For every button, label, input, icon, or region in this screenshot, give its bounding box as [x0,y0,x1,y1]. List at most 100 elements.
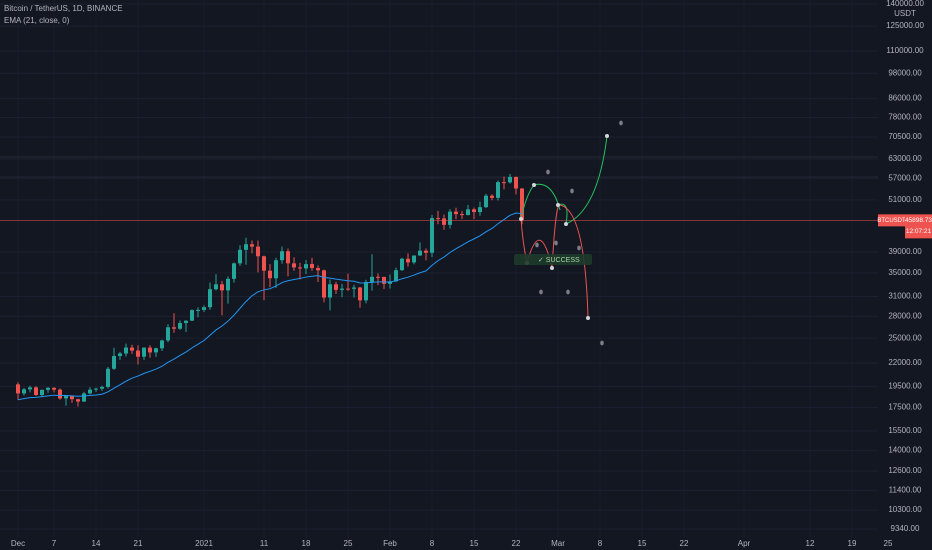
candle-body [424,250,428,253]
x-tick-label: 8 [598,539,603,548]
candle-body [220,284,224,291]
candle-body [394,270,398,282]
candle-body [502,182,506,184]
candle-body [88,389,92,394]
y-tick-label: 9340.00 [891,524,920,533]
candle-body [286,251,290,264]
y-tick-label: 15500.00 [888,426,922,435]
candle-body [448,211,452,225]
candle-body [442,218,446,225]
y-tick-label: 11400.00 [889,486,922,495]
candle-body [190,310,194,321]
x-tick-label: 25 [884,539,893,548]
countdown: 12:07:21 [906,228,932,235]
candle-body [208,289,212,308]
candle-body [232,263,236,279]
candle-body [472,209,476,213]
candle-body [136,350,140,357]
candle-body [100,386,104,389]
x-tick-label: 2021 [195,539,213,548]
symbol: Bitcoin / TetherUS, 1D, BINANCE [4,4,123,13]
y-tick-label: 19500.00 [888,381,922,390]
y-tick-label: 39000.00 [888,247,922,256]
candle-body [376,276,380,278]
candle-body [70,396,74,400]
candle-body [166,327,170,341]
candle-body [268,270,272,279]
candle-body [28,387,32,390]
candle-body [178,323,182,329]
candle-body [316,268,320,271]
candle-body [418,250,422,256]
candle-body [52,387,56,390]
candle-body [16,384,20,394]
candle-body [22,389,26,394]
point [532,183,536,187]
candle-body [478,207,482,213]
projection-up [565,135,608,225]
y-tick-label: 63000.00 [888,154,922,163]
candle-body [346,288,350,290]
indicator-legend: EMA (21, close, 0) [4,16,70,25]
candle-body [280,251,284,261]
candle-body [184,320,188,324]
candle-body [400,258,404,271]
candle-body [172,327,176,329]
candle-body [94,388,98,390]
candle-body [106,368,110,387]
x-tick-label: 22 [680,539,689,548]
y-tick-label: 57000.00 [888,173,922,182]
y-tick-label: 10300.00 [888,505,922,514]
price-label-box [905,214,932,239]
target-markers [535,120,623,346]
candle-body [364,281,368,301]
candle-body [154,348,158,353]
candle-body [238,249,242,264]
candle-body [514,176,518,189]
x-tick-label: 18 [302,539,311,548]
marker [539,289,543,295]
y-tick-label: 78000.00 [888,113,922,122]
point [519,217,523,221]
y-tick-label: 12600.00 [888,466,922,475]
candle-body [430,218,434,253]
x-tick-label: 25 [344,539,353,548]
marker [619,120,623,126]
y-tick-label: 98000.00 [888,68,922,77]
x-tick-label: Feb [383,539,397,548]
candle-body [490,195,494,198]
x-tick-label: 14 [92,539,101,548]
y-tick-label: 22000.00 [888,358,922,367]
marker [554,240,558,246]
candle-body [370,276,374,282]
candle-body [202,307,206,310]
grid [0,3,878,530]
candle-body [466,209,470,215]
candle-body [454,211,458,215]
candle-body [34,387,38,395]
candle-body [142,347,146,357]
x-tick-label: 11 [260,539,269,548]
candle-body [274,260,278,279]
x-tick-label: 19 [848,539,857,548]
y-tick-label: 70500.00 [888,132,922,141]
marker [546,169,550,175]
candle-body [118,353,122,357]
candle-body [40,389,44,395]
candle-body [460,214,464,216]
candle-body [322,270,326,298]
y-tick-label: 25000.00 [888,333,922,342]
badge: ✓ SUCCESS [538,257,580,264]
y-tick-label: 51000.00 [888,195,922,204]
candle-body [226,278,230,291]
marker [566,289,570,295]
candle-body [124,347,128,354]
marker [577,245,581,251]
candle-body [382,276,386,284]
y-tick-label: 28000.00 [888,311,922,320]
price-label: 45898.73 [905,217,932,224]
candle-body [484,195,488,208]
symbol-label-box [878,214,905,227]
